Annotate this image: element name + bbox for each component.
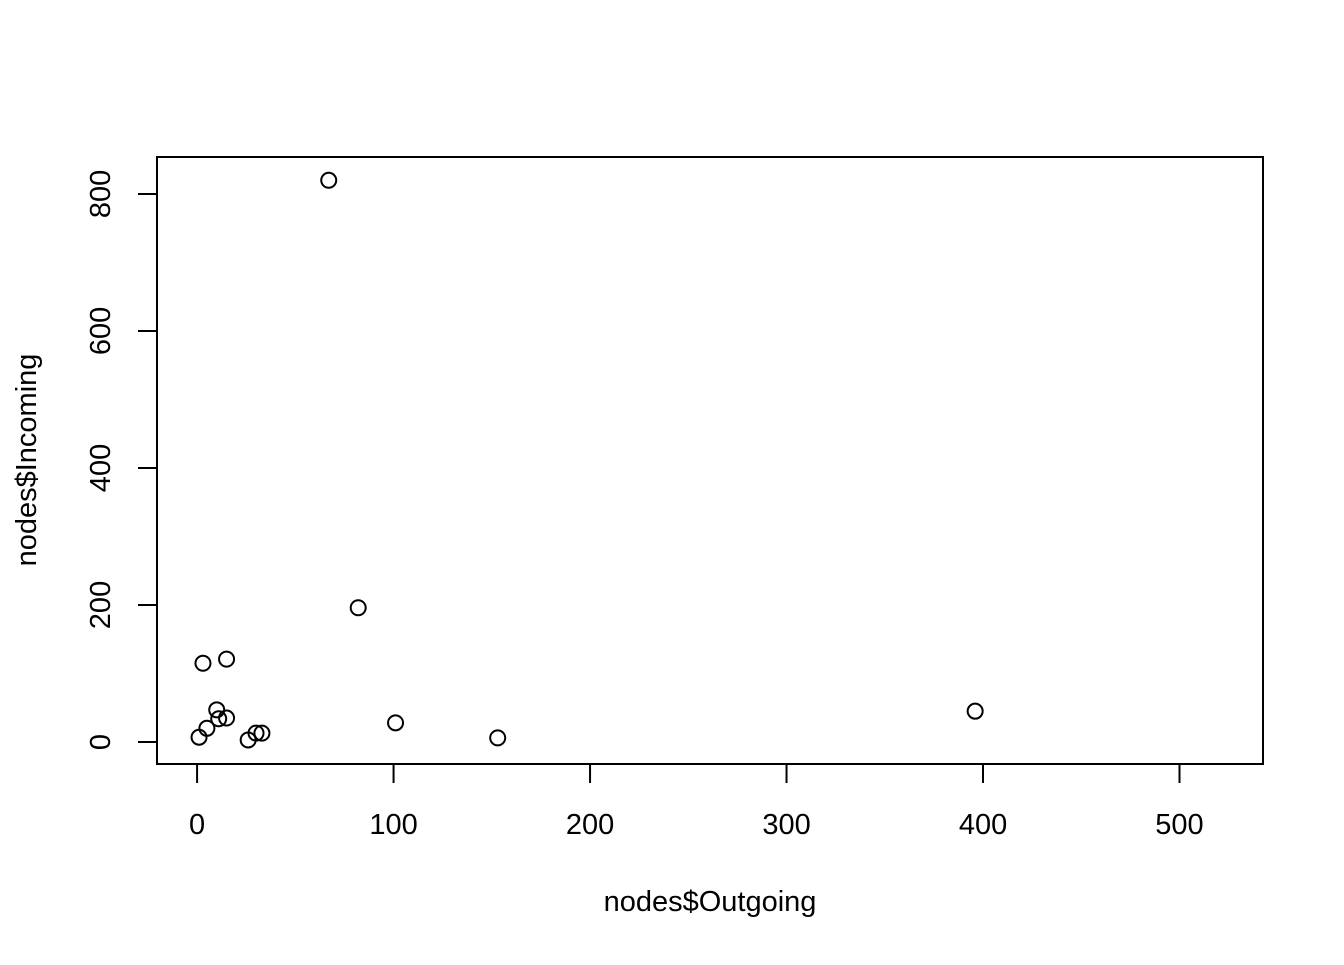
point xyxy=(489,729,507,747)
point xyxy=(253,724,271,742)
y-tick-label: 400 xyxy=(85,444,117,492)
point xyxy=(349,599,367,617)
point xyxy=(210,710,228,728)
x-tick-label: 500 xyxy=(1155,809,1203,841)
point xyxy=(247,724,265,742)
x-axis-title: nodes$Outgoing xyxy=(604,886,817,918)
x-tick-label: 0 xyxy=(189,809,205,841)
y-tick-label: 200 xyxy=(85,581,117,629)
y-tick-label: 800 xyxy=(85,170,117,218)
y-axis-title: nodes$Incoming xyxy=(11,354,43,567)
point xyxy=(208,701,226,719)
point xyxy=(218,709,236,727)
y-tick-label: 0 xyxy=(85,734,117,750)
point xyxy=(218,650,236,668)
point xyxy=(194,654,212,672)
point xyxy=(320,171,338,189)
x-tick-label: 100 xyxy=(369,809,417,841)
point xyxy=(966,702,984,720)
point xyxy=(190,728,208,746)
x-tick-label: 200 xyxy=(566,809,614,841)
plot-box xyxy=(156,156,1264,765)
x-tick-label: 300 xyxy=(762,809,810,841)
point xyxy=(387,714,405,732)
point xyxy=(198,719,216,737)
y-tick-label: 600 xyxy=(85,307,117,355)
x-tick-label: 400 xyxy=(959,809,1007,841)
